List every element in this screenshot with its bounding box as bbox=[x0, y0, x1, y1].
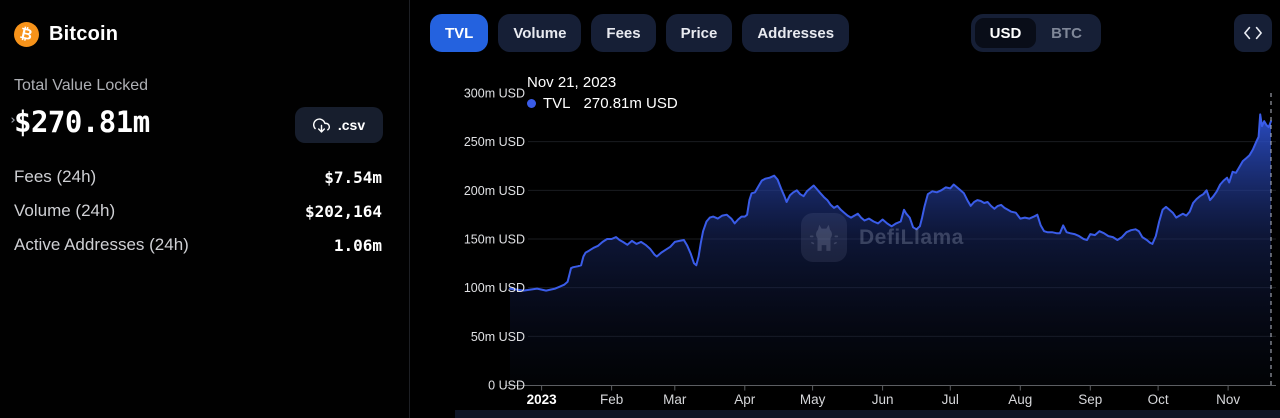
x-tick-label: Oct bbox=[1148, 392, 1169, 407]
stat-row: Fees (24h) $7.54m bbox=[0, 167, 396, 191]
x-tick-label: Mar bbox=[663, 392, 687, 407]
stat-row: ›Volume (24h)$202,164 bbox=[0, 201, 396, 225]
tab-addresses[interactable]: Addresses bbox=[742, 14, 850, 52]
bitcoin-icon: ₿ bbox=[14, 22, 39, 47]
stat-label: Active Addresses (24h) bbox=[14, 235, 189, 254]
denomination-toggle: USD BTC bbox=[971, 14, 1101, 52]
tab-fees[interactable]: Fees bbox=[591, 14, 656, 52]
x-tick-label: 2023 bbox=[527, 392, 558, 407]
tvl-label: Total Value Locked bbox=[14, 77, 149, 94]
y-tick-label: 150m USD bbox=[464, 233, 525, 247]
stat-value: 1.06m bbox=[333, 236, 382, 255]
embed-chart-button[interactable] bbox=[1234, 14, 1272, 52]
y-tick-label: 100m USD bbox=[464, 281, 525, 295]
tvl-area-fill bbox=[510, 114, 1271, 386]
y-tick-label: 50m USD bbox=[471, 330, 525, 344]
denom-btc[interactable]: BTC bbox=[1036, 18, 1097, 48]
coin-header: ₿ Bitcoin bbox=[14, 22, 118, 47]
x-tick-label: Sep bbox=[1078, 392, 1102, 407]
denom-usd[interactable]: USD bbox=[975, 18, 1036, 48]
page-title: Bitcoin bbox=[49, 23, 119, 45]
tvl-chart[interactable]: 2023 Feb Mar Apr May Jun Jul Aug Sep Oct Nov 0 USD 5… bbox=[410, 0, 1280, 418]
bitcoin-glyph: ₿ bbox=[18, 24, 35, 45]
tab-tvl[interactable]: TVL bbox=[430, 14, 489, 52]
x-tick-label: Jun bbox=[872, 392, 894, 407]
y-tick-label: 0 USD bbox=[488, 379, 525, 393]
chart-bottom-strip bbox=[455, 410, 1280, 418]
chevron-right-icon[interactable]: › bbox=[9, 113, 17, 128]
tab-volume[interactable]: Volume bbox=[498, 14, 582, 52]
x-tick-label: Aug bbox=[1008, 392, 1032, 407]
y-tick-label: 200m USD bbox=[464, 184, 525, 198]
coin-sidebar: ₿ Bitcoin Total Value Locked › $270.81m … bbox=[0, 0, 410, 418]
stat-label: Fees (24h) bbox=[14, 167, 97, 186]
download-cloud-icon bbox=[312, 117, 330, 133]
download-csv-button[interactable]: .csv bbox=[295, 107, 383, 143]
stat-value: $7.54m bbox=[324, 168, 382, 187]
tab-price[interactable]: Price bbox=[665, 14, 733, 52]
x-tick-label: May bbox=[800, 392, 826, 407]
x-tick-label: Nov bbox=[1216, 392, 1240, 407]
y-tick-label: 300m USD bbox=[464, 87, 525, 101]
y-tick-label: 250m USD bbox=[464, 135, 525, 149]
x-tick-label: Apr bbox=[734, 392, 756, 407]
chart-tabs: TVL Volume Fees Price Addresses bbox=[430, 14, 850, 52]
tvl-value: › $270.81m bbox=[9, 105, 150, 139]
csv-button-label: .csv bbox=[337, 117, 366, 133]
stat-row: ›Active Addresses (24h)1.06m bbox=[0, 235, 396, 259]
x-tick-label: Feb bbox=[600, 392, 623, 407]
code-brackets-icon bbox=[1244, 26, 1262, 40]
stat-value: $202,164 bbox=[304, 202, 382, 221]
stat-label: Volume (24h) bbox=[14, 201, 116, 220]
tvl-line bbox=[509, 113, 1272, 292]
x-tick-label: Jul bbox=[942, 392, 959, 407]
